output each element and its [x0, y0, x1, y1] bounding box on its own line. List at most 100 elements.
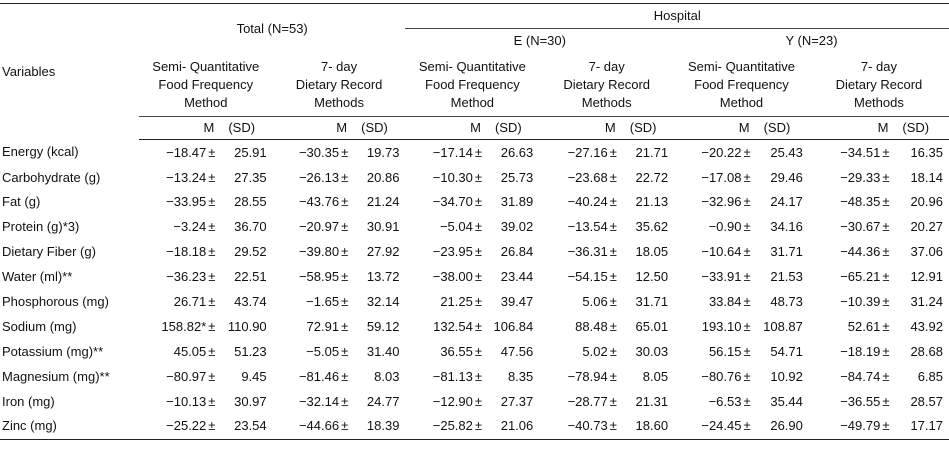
sd-cell: 108.87: [763, 318, 803, 334]
mean-cell: −33.95: [166, 194, 207, 210]
table-row: Dietary Fiber (g) −18.18 ±29.52 −39.80 ±27.9…: [0, 240, 949, 265]
plus-minus-sign: ±: [208, 194, 216, 210]
plus-minus-sign: ±: [341, 244, 349, 260]
plus-minus-sign: ±: [609, 169, 617, 185]
m-header: M: [674, 116, 756, 140]
sd-cell: 30.91: [366, 219, 400, 235]
plus-minus-sign: ±: [474, 318, 483, 334]
sd-cell: 27.37: [500, 393, 534, 409]
plus-minus-sign: ±: [474, 219, 483, 235]
sd-cell: 31.40: [366, 343, 400, 359]
sd-cell: 18.39: [353, 413, 406, 440]
sd-cell: 29.52: [234, 244, 267, 260]
plus-minus-sign: ±: [743, 393, 751, 409]
method-header-row: Semi- Quantitative Food Frequency Method 7…: [0, 53, 949, 117]
plus-minus-sign: ±: [474, 368, 483, 384]
header-row-1: Variables Total (N=53) Hospital: [0, 3, 949, 140]
sd-cell: 54.71: [770, 343, 803, 359]
sd-cell: 51.23: [234, 343, 267, 359]
plus-minus-sign: ±: [208, 294, 216, 310]
sd-cell: 27.35: [234, 169, 267, 185]
sd-cell: 39.47: [500, 294, 534, 310]
mean-cell: −32.14: [298, 393, 340, 409]
sd-cell: 18.14: [910, 169, 943, 185]
sd-cell: 12.91: [910, 269, 943, 285]
sd-cell: 10.92: [770, 368, 803, 384]
mean-cell: −80.97: [166, 368, 207, 384]
sd-cell: 47.56: [500, 343, 534, 359]
plus-minus-sign: ±: [882, 343, 890, 359]
sd-cell: 22.51: [234, 269, 267, 285]
mean-cell: −17.08: [701, 169, 742, 185]
sd-cell: 19.73: [366, 144, 400, 160]
mean-cell: 52.61: [847, 318, 881, 334]
plus-minus-sign: ±: [474, 144, 483, 160]
mean-cell: −40.24: [567, 194, 608, 210]
mean-cell: −25.82: [405, 413, 473, 440]
sd-cell: 110.90: [227, 318, 267, 334]
sd-cell: 8.05: [642, 368, 669, 384]
plus-minus-sign: ±: [743, 194, 751, 210]
row-label: Carbohydrate (g): [2, 169, 101, 185]
mean-cell: −34.70: [432, 194, 473, 210]
mean-cell: −39.80: [298, 244, 340, 260]
mean-cell: −30.35: [298, 144, 340, 160]
plus-minus-sign: ±: [609, 219, 617, 235]
sd-cell: 24.17: [770, 194, 803, 210]
sd-cell: 17.17: [894, 413, 949, 440]
table-row: Sodium (mg) 158.82* ±110.90 72.91 ±59.12 132.…: [0, 314, 949, 339]
plus-minus-sign: ±: [743, 169, 751, 185]
plus-minus-sign: ±: [607, 413, 622, 440]
plus-minus-sign: ±: [474, 269, 483, 285]
sd-cell: 39.02: [500, 219, 534, 235]
mean-cell: −18.19: [840, 343, 881, 359]
sd-cell: 21.24: [366, 194, 400, 210]
mean-cell: −5.05: [306, 343, 340, 359]
y-7day-header: 7- day Dietary Record Methods: [808, 53, 949, 117]
plus-minus-sign: ±: [743, 219, 751, 235]
plus-minus-sign: ±: [609, 393, 617, 409]
mean-cell: −26.13: [298, 169, 340, 185]
plus-minus-sign: ±: [743, 368, 751, 384]
row-label: Dietary Fiber (g): [2, 244, 96, 260]
row-label: Zinc (mg): [0, 413, 139, 440]
mean-cell: −36.55: [840, 393, 881, 409]
hospital-e-header: E (N=30): [513, 33, 566, 49]
sd-cell: 8.03: [374, 368, 400, 384]
sd-cell: 35.44: [770, 393, 803, 409]
mean-cell: −36.23: [166, 269, 207, 285]
mean-cell: −36.31: [567, 244, 608, 260]
mean-cell: 5.06: [582, 294, 608, 310]
mean-cell: −18.18: [166, 244, 207, 260]
plus-minus-sign: ±: [609, 269, 617, 285]
mean-cell: −43.76: [298, 194, 340, 210]
mean-cell: −1.65: [306, 294, 340, 310]
mean-cell: −28.77: [567, 393, 608, 409]
row-label: Potassium (mg)**: [2, 343, 104, 359]
table-row: Iron (mg) −10.13 ±30.97 −32.14 ±24.77 −12.90 ±…: [0, 389, 949, 414]
plus-minus-sign: ±: [609, 144, 617, 160]
sd-cell: 35.62: [635, 219, 669, 235]
mean-cell: −5.04: [439, 219, 473, 235]
sd-cell: 20.27: [910, 219, 943, 235]
sd-cell: 25.91: [234, 144, 267, 160]
plus-minus-sign: ±: [208, 244, 216, 260]
plus-minus-sign: ±: [208, 318, 216, 334]
total-header: Total (N=53): [138, 3, 406, 53]
mean-cell: −38.00: [432, 269, 473, 285]
mean-cell: −65.21: [840, 269, 881, 285]
sd-cell: 28.55: [234, 194, 267, 210]
e-sqffm-header: Semi- Quantitative Food Frequency Method: [405, 53, 540, 117]
sd-cell: 21.06: [486, 413, 540, 440]
plus-minus-sign: ±: [743, 318, 751, 334]
sd-cell: 25.73: [500, 169, 534, 185]
plus-minus-sign: ±: [208, 169, 216, 185]
mean-cell: −12.90: [432, 393, 473, 409]
mean-cell: −34.51: [840, 144, 881, 160]
mean-cell: −10.30: [432, 169, 473, 185]
sd-cell: 106.84: [493, 318, 534, 334]
row-label: Iron (mg): [2, 393, 55, 409]
sd-cell: 27.92: [366, 244, 400, 260]
mean-cell: 193.10: [701, 318, 742, 334]
plus-minus-sign: ±: [341, 393, 349, 409]
